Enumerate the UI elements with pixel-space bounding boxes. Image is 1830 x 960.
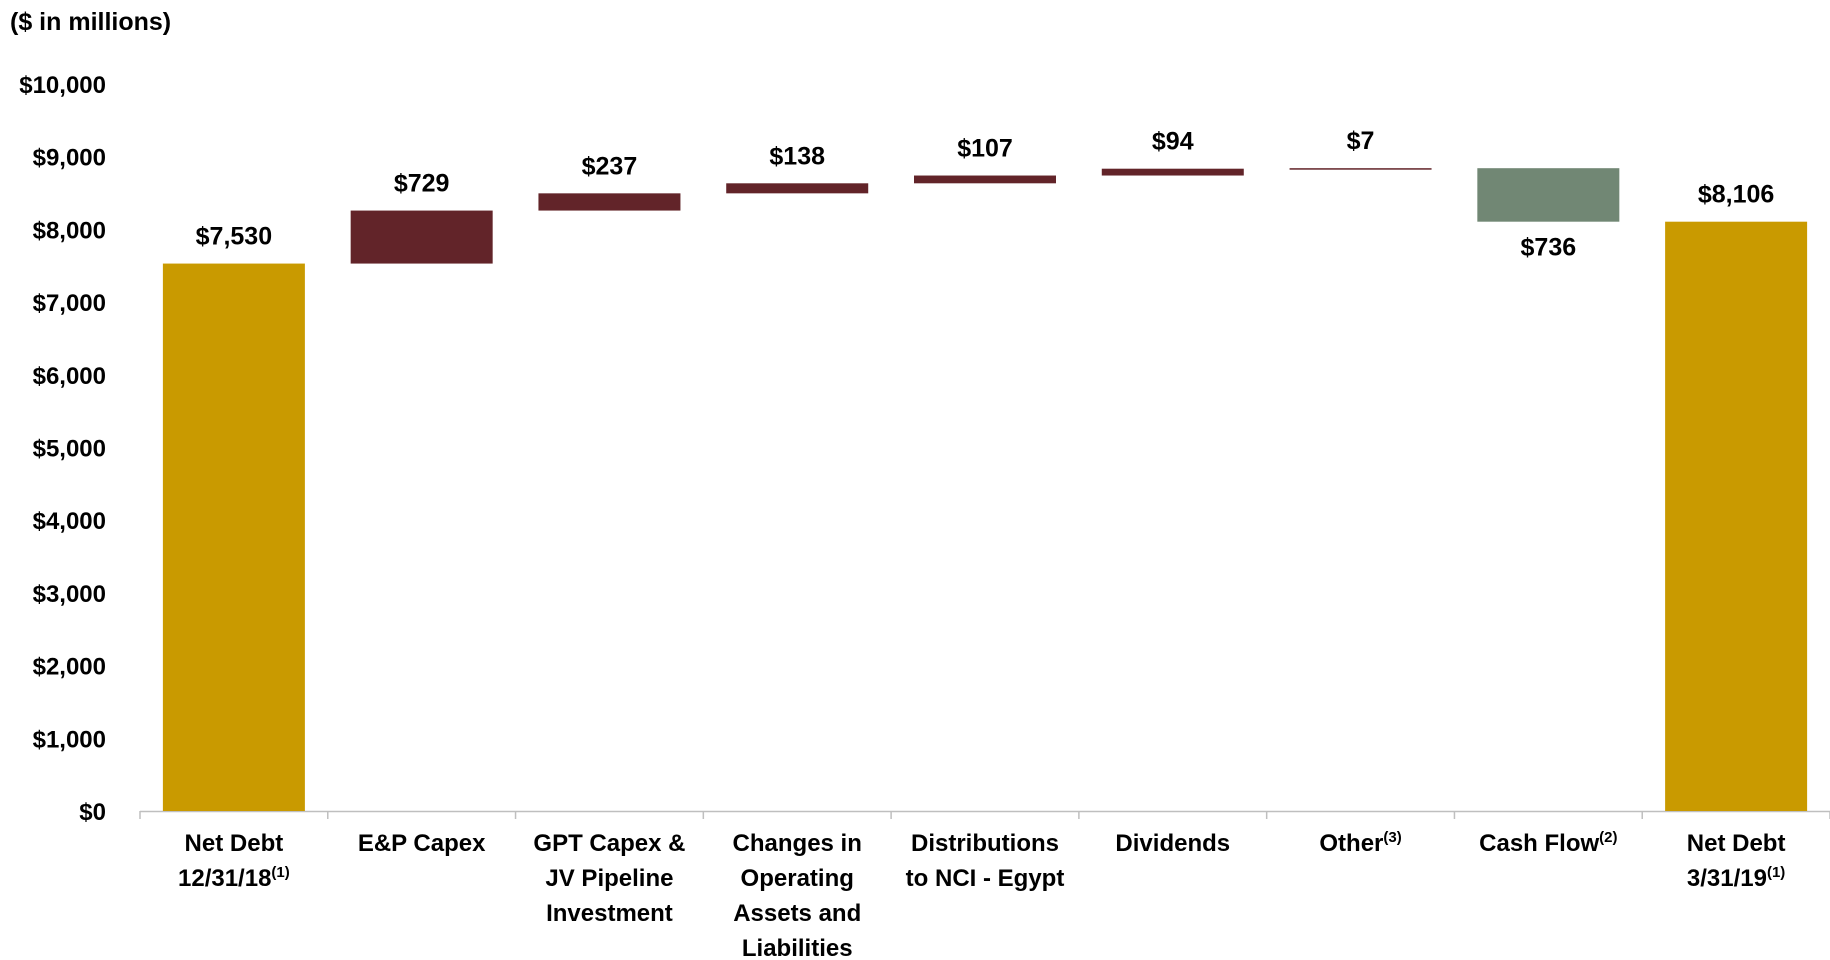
value-labels: $7,530 $729 $237 $138 $107 $94 $7 $736 $8,106: [196, 127, 1775, 262]
bar-increase: [1289, 168, 1432, 170]
category-label: Other(3): [1319, 829, 1401, 857]
bar-increase: [914, 175, 1056, 184]
footnote-marker: (2): [1599, 829, 1617, 846]
category-label-line: Net Debt: [1687, 830, 1786, 857]
value-label: $729: [394, 170, 450, 198]
category-label: Dividends: [1115, 830, 1230, 857]
category-label-line: Cash Flow: [1479, 830, 1599, 857]
category-label-line: JV Pipeline: [545, 865, 673, 892]
y-tick-label: $10,000: [19, 72, 106, 99]
category-label-line: Changes in: [733, 830, 862, 857]
bar-increase: [1101, 168, 1244, 176]
category-label: Changes in Operating Assets and Liabilities: [733, 830, 862, 960]
value-label: $7: [1347, 127, 1375, 155]
y-tick-label: $8,000: [33, 217, 106, 244]
value-label: $237: [582, 152, 638, 180]
category-label-line: GPT Capex &: [533, 830, 685, 857]
y-tick-label: $6,000: [33, 363, 106, 390]
category-label-line: 12/31/18: [178, 865, 271, 892]
bars: [162, 168, 1808, 812]
y-tick-label: $5,000: [33, 436, 106, 463]
unit-note: ($ in millions): [10, 8, 172, 36]
footnote-marker: (1): [1767, 864, 1785, 881]
y-tick-label: $9,000: [33, 145, 106, 172]
category-label-line: Assets and: [733, 900, 861, 927]
category-label-line: E&P Capex: [358, 830, 486, 857]
category-label: E&P Capex: [358, 830, 486, 857]
x-axis: [139, 810, 1830, 819]
category-label: Distributions to NCI - Egypt: [906, 830, 1065, 892]
category-label-line: Other: [1319, 830, 1383, 857]
category-label-line: Distributions: [911, 830, 1059, 857]
category-label: Net Debt 3/31/19(1): [1687, 830, 1786, 892]
value-label: $8,106: [1698, 181, 1774, 209]
value-label: $7,530: [196, 223, 272, 251]
y-tick-label: $7,000: [33, 290, 106, 317]
category-labels: Net Debt 12/31/18(1)E&P Capex GPT Capex & J…: [178, 829, 1785, 960]
category-label-line: Dividends: [1115, 830, 1230, 857]
value-label: $107: [957, 135, 1013, 163]
y-tick-label: $0: [79, 799, 106, 826]
bar-increase: [350, 210, 493, 264]
bar-increase: [726, 183, 869, 194]
y-axis-tick-labels: $0 $1,000 $2,000 $3,000 $4,000 $5,000 $6,000 $7…: [19, 72, 106, 826]
bar-decrease: [1477, 168, 1620, 222]
bar-total: [1665, 221, 1808, 812]
category-label-line: Net Debt: [185, 830, 284, 857]
category-label-line: Liabilities: [742, 935, 853, 960]
category-label-line: Operating: [741, 865, 854, 892]
y-tick-label: $1,000: [33, 726, 106, 753]
value-label: $736: [1521, 234, 1577, 262]
category-label: GPT Capex & JV Pipeline Investment: [533, 830, 685, 927]
footnote-marker: (1): [271, 864, 289, 881]
bar-total: [162, 263, 305, 812]
category-label: Cash Flow(2): [1479, 829, 1617, 857]
y-tick-label: $4,000: [33, 508, 106, 535]
footnote-marker: (3): [1383, 829, 1401, 846]
category-label-line: to NCI - Egypt: [906, 865, 1065, 892]
bar-increase: [538, 193, 681, 211]
y-tick-label: $2,000: [33, 654, 106, 681]
value-label: $94: [1152, 128, 1194, 156]
category-label: Net Debt 12/31/18(1): [178, 830, 290, 892]
category-label-line: 3/31/19: [1687, 865, 1767, 892]
value-label: $138: [769, 142, 825, 170]
y-tick-label: $3,000: [33, 581, 106, 608]
category-label-line: Investment: [546, 900, 673, 927]
